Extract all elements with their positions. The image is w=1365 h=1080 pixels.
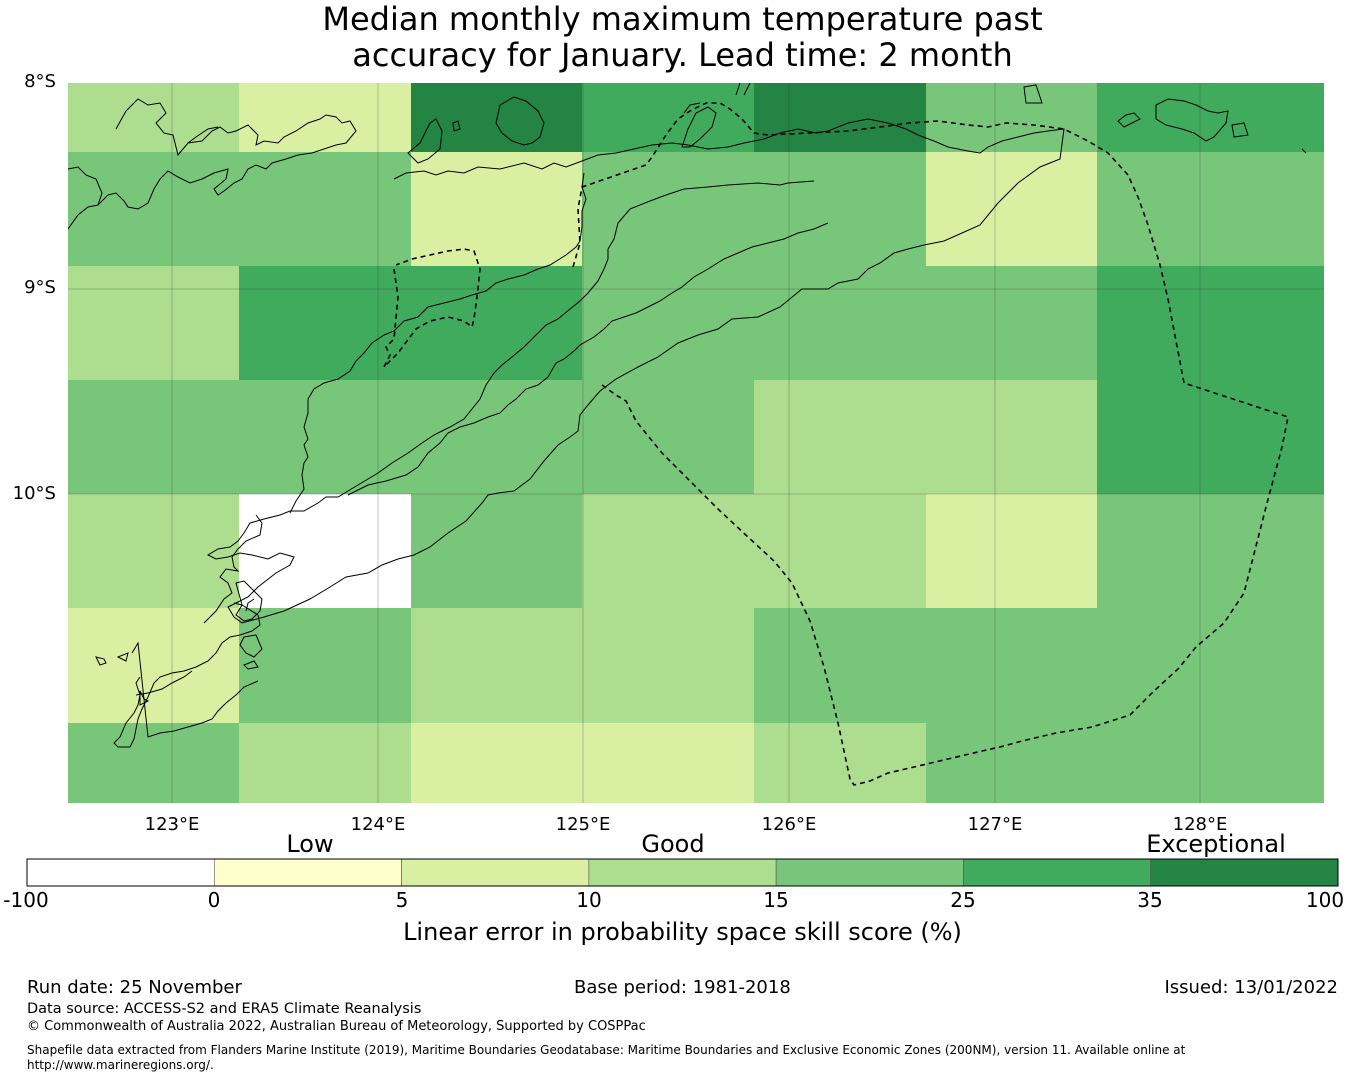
colorbar-tick: 5 <box>395 888 409 912</box>
grid-cell <box>1097 152 1324 266</box>
base-period: Base period: 1981-2018 <box>574 977 791 998</box>
grid-cell <box>582 266 754 380</box>
colorbar-tick: 0 <box>207 888 221 912</box>
maritime-boundary <box>383 102 1289 786</box>
grid-cell <box>754 723 926 803</box>
grid-cell <box>68 266 239 380</box>
grid-cell <box>926 608 1097 723</box>
grid-cell <box>754 266 926 380</box>
grid-cell <box>926 152 1097 266</box>
grid-cell <box>754 380 926 494</box>
issued-date: Issued: 13/01/2022 <box>1164 977 1338 998</box>
colorbar-tick: -100 <box>3 888 49 912</box>
grid-cell <box>68 152 239 266</box>
grid-cell <box>411 494 582 608</box>
shapefile-credit-line-2: http://www.marineregions.org/. <box>27 1058 214 1072</box>
grid-cell <box>68 83 239 152</box>
grid-cell <box>926 83 1097 152</box>
grid-cell <box>1097 494 1324 608</box>
skill-score-map <box>68 83 1324 803</box>
map-title-line-1: Median monthly maximum temperature past <box>322 0 1043 38</box>
grid-cell <box>411 266 582 380</box>
map-title-line-2: accuracy for January. Lead time: 2 month <box>352 36 1013 74</box>
grid-cell <box>68 494 239 608</box>
lon-label-128e: 128°E <box>1172 814 1228 835</box>
colorbar-label: Linear error in probability space skill … <box>403 918 962 946</box>
grid-cell <box>754 83 926 152</box>
lon-label-127e: 127°E <box>967 814 1023 835</box>
lon-label-123e: 123°E <box>144 814 200 835</box>
category-good: Good <box>641 830 705 858</box>
grid-cell <box>754 494 926 608</box>
run-date: Run date: 25 November <box>27 977 242 998</box>
colorbar-segment <box>26 858 215 887</box>
colorbar-tick: 25 <box>950 888 976 912</box>
grid-cell <box>239 608 411 723</box>
grid-cell <box>926 266 1097 380</box>
colorbar-segment <box>588 858 777 887</box>
grid-cell <box>1097 266 1324 380</box>
grid-cell <box>239 266 411 380</box>
grid-cell <box>239 83 411 152</box>
grid-cell <box>582 723 754 803</box>
grid-cells <box>68 83 1324 803</box>
lon-label-126e: 126°E <box>761 814 817 835</box>
grid-cell <box>411 152 582 266</box>
copyright: © Commonwealth of Australia 2022, Austra… <box>27 1019 646 1034</box>
grid-cell <box>754 608 926 723</box>
grid-cell <box>68 608 239 723</box>
lon-label-125e: 125°E <box>555 814 611 835</box>
colorbar-segment <box>963 858 1152 887</box>
colorbar-tick: 10 <box>576 888 602 912</box>
grid-cell <box>926 380 1097 494</box>
grid-cell <box>239 152 411 266</box>
grid-cell <box>1097 380 1324 494</box>
grid-cell <box>582 608 754 723</box>
lat-label-9s: 9°S <box>24 277 56 298</box>
grid-cell <box>68 723 239 803</box>
colorbar-segment <box>775 858 964 887</box>
category-low: Low <box>286 830 334 858</box>
grid-cell <box>411 380 582 494</box>
grid-cell <box>411 83 582 152</box>
grid-cell <box>582 152 754 266</box>
grid-cell <box>754 152 926 266</box>
category-exceptional: Exceptional <box>1146 830 1286 858</box>
grid-cell <box>68 380 239 494</box>
colorbar-tick: 35 <box>1137 888 1163 912</box>
colorbar-segment <box>1150 858 1339 887</box>
grid-cell <box>239 494 411 608</box>
grid-cell <box>582 83 754 152</box>
grid-cell <box>582 380 754 494</box>
grid-cell <box>239 723 411 803</box>
lat-label-8s: 8°S <box>24 71 56 92</box>
grid-cell <box>1097 723 1324 803</box>
lon-label-124e: 124°E <box>350 814 406 835</box>
grid-cell <box>582 494 754 608</box>
grid-cell <box>239 380 411 494</box>
shapefile-credit-line-1: Shapefile data extracted from Flanders M… <box>27 1043 1186 1057</box>
grid-cell <box>1097 608 1324 723</box>
colorbar <box>26 858 1339 887</box>
colorbar-segment <box>213 858 402 887</box>
data-source: Data source: ACCESS-S2 and ERA5 Climate … <box>27 1001 422 1017</box>
grid-cell <box>926 494 1097 608</box>
colorbar-tick: 100 <box>1305 888 1345 912</box>
grid-cell <box>926 723 1097 803</box>
colorbar-segment <box>401 858 590 887</box>
grid-cell <box>411 608 582 723</box>
colorbar-tick: 15 <box>763 888 789 912</box>
lat-label-10s: 10°S <box>12 483 56 504</box>
grid-cell <box>411 723 582 803</box>
grid-cell <box>1097 83 1324 152</box>
